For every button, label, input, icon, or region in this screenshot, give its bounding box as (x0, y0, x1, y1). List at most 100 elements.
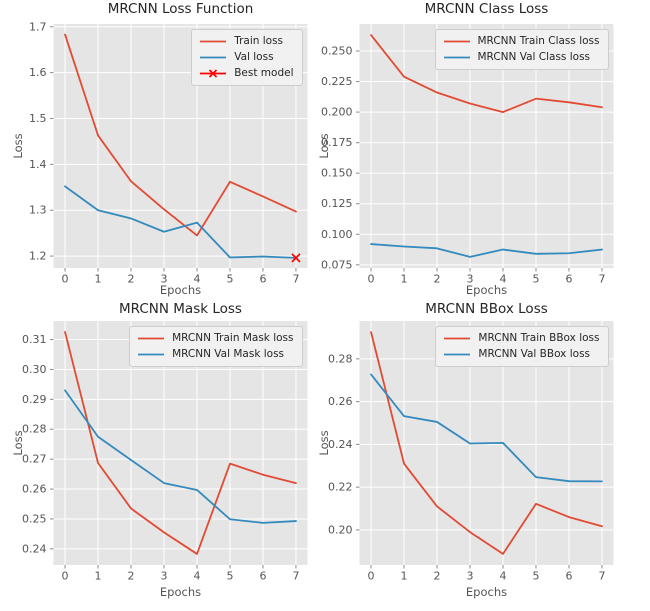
y-tick-label: 0.100 (321, 228, 353, 241)
y-tick-label: 0.31 (22, 333, 47, 346)
x-tick-label: 6 (259, 273, 266, 286)
legend: MRCNN Train BBox loss MRCNN Val BBox loss (435, 326, 609, 367)
y-tick-label: 0.24 (328, 438, 353, 451)
legend-label: MRCNN Train BBox loss (478, 332, 600, 344)
x-tick-label: 6 (259, 570, 266, 583)
chart-title-loss-function: MRCNN Loss Function (107, 1, 254, 17)
mrcnn-val-mask-loss-swatch-icon (138, 353, 165, 356)
y-tick-label: 0.26 (22, 483, 47, 496)
x-tick-label: 2 (434, 570, 441, 583)
legend-item-best-model: Best model (200, 67, 294, 80)
y-tick-label: 1.6 (29, 66, 47, 79)
y-tick-label: 1.4 (29, 158, 47, 171)
y-tick-label: 1.7 (29, 20, 47, 33)
x-tick-label: 5 (226, 273, 233, 286)
x-tick-label: 2 (128, 570, 135, 583)
x-axis-label-class-loss: Epochs (465, 283, 508, 297)
legend-item-train-loss: Train loss (200, 35, 293, 48)
legend: MRCNN Train Mask loss MRCNN Val Mask loss (129, 326, 303, 367)
legend-label: MRCNN Train Class loss (477, 35, 600, 47)
x-tick-label: 0 (62, 273, 69, 286)
x-tick-label: 1 (95, 273, 102, 286)
y-tick-label: 0.24 (22, 542, 47, 555)
legend-label: Val loss (234, 51, 274, 63)
y-tick-label: 0.22 (328, 481, 353, 494)
chart-title-bbox-loss: MRCNN BBox Loss (425, 301, 548, 317)
x-tick-label: 0 (62, 570, 69, 583)
mrcnn-train-mask-loss-swatch-icon (138, 337, 165, 340)
x-tick-label: 5 (532, 570, 539, 583)
y-tick-label: 0.25 (22, 512, 47, 525)
best-model-marker (291, 253, 301, 263)
x-tick-label: 0 (368, 570, 375, 583)
y-tick-label: 1.5 (29, 112, 47, 125)
x-tick-label: 3 (161, 273, 168, 286)
val-loss-line (64, 185, 297, 259)
x-axis-label-loss-function: Epochs (159, 283, 202, 297)
x-axis-label-bbox-loss: Epochs (465, 585, 508, 599)
chart-title-class-loss: MRCNN Class Loss (424, 1, 549, 17)
y-tick-label: 0.30 (22, 363, 47, 376)
subplot-mrcnn-bbox-loss: 0 1 2 3 4 5 6 7 0.20 0.22 0.24 0.26 0.28 MRCNN BBox … (317, 301, 650, 611)
mrcnn-train-bbox-loss-swatch-icon (444, 337, 471, 340)
x-tick-label: 0 (368, 273, 375, 286)
x-tick-label: 2 (128, 273, 135, 286)
y-tick-label: 0.200 (321, 106, 353, 119)
subplot-mrcnn-loss-function: 0 1 2 3 4 5 6 7 1.2 1.3 1.4 1.5 1.6 1.7 MRCNN Loss Fu… (0, 0, 325, 306)
legend-label: MRCNN Val BBox loss (478, 348, 591, 360)
y-tick-label: 0.250 (321, 45, 353, 58)
legend: MRCNN Train Class loss MRCNN Val Class lo… (434, 29, 609, 70)
chart-title-mask-loss: MRCNN Mask Loss (119, 301, 242, 317)
y-tick-label: 0.150 (321, 167, 353, 180)
legend-item-mrcnn-val-class-loss: MRCNN Val Class loss (443, 51, 600, 64)
legend-item-val-loss: Val loss (200, 51, 293, 64)
legend-item-mrcnn-val-bbox-loss: MRCNN Val BBox loss (444, 348, 599, 361)
x-tick-label: 5 (226, 570, 233, 583)
y-tick-label: 0.27 (22, 453, 47, 466)
mrcnn-train-bbox-loss-line (370, 331, 603, 555)
y-tick-label: 1.2 (29, 250, 47, 263)
y-tick-label: 0.26 (328, 395, 353, 408)
mrcnn-val-class-loss-swatch-icon (443, 56, 470, 59)
x-tick-label: 3 (467, 273, 474, 286)
x-tick-label: 1 (401, 273, 408, 286)
y-tick-label: 0.175 (321, 136, 353, 149)
legend-label: MRCNN Train Mask loss (172, 332, 294, 344)
legend-item-mrcnn-train-bbox-loss: MRCNN Train BBox loss (444, 332, 600, 345)
legend-item-mrcnn-train-mask-loss: MRCNN Train Mask loss (138, 332, 294, 345)
x-tick-label: 3 (161, 570, 168, 583)
y-tick-label: 0.125 (321, 197, 353, 210)
legend-label: Best model (234, 67, 294, 79)
x-tick-label: 7 (598, 273, 605, 286)
y-axis-label-bbox-loss: Loss (316, 430, 331, 456)
y-tick-label: 0.225 (321, 75, 353, 88)
x-tick-label: 7 (292, 273, 299, 286)
legend: Train loss Val loss Best model (191, 29, 303, 86)
y-tick-label: 0.29 (22, 393, 47, 406)
x-tick-label: 6 (565, 570, 572, 583)
x-tick-label: 3 (467, 570, 474, 583)
mrcnn-train-class-loss-swatch-icon (443, 40, 470, 43)
mrcnn-val-mask-loss-line (64, 389, 297, 524)
val-loss-swatch-icon (200, 56, 227, 59)
mrcnn-val-bbox-loss-line (370, 373, 603, 483)
y-tick-label: 0.20 (328, 523, 353, 536)
x-tick-label: 7 (292, 570, 299, 583)
train-loss-swatch-icon (200, 40, 227, 43)
x-tick-label: 4 (193, 570, 200, 583)
legend-item-mrcnn-val-mask-loss: MRCNN Val Mask loss (138, 348, 293, 361)
y-tick-label: 0.28 (22, 423, 47, 436)
mrcnn-val-bbox-loss-swatch-icon (444, 353, 471, 356)
subplot-mrcnn-mask-loss: 0 1 2 3 4 5 6 7 0.24 0.25 0.26 0.27 0.28 0.29 0.30 0.31… (0, 301, 325, 611)
x-tick-label: 6 (565, 273, 572, 286)
mrcnn-train-mask-loss-line (64, 331, 297, 555)
x-tick-label: 1 (95, 570, 102, 583)
x-axis-label-mask-loss: Epochs (159, 585, 202, 599)
y-tick-label: 0.075 (321, 258, 353, 271)
x-tick-label: 5 (532, 273, 539, 286)
mrcnn-val-class-loss-line (370, 243, 603, 258)
x-tick-label: 4 (499, 570, 506, 583)
x-tick-label: 1 (401, 570, 408, 583)
subplot-mrcnn-class-loss: 0 1 2 3 4 5 6 7 0.075 0.100 0.125 0.150 0.175 0.200 0.… (317, 0, 650, 306)
y-axis-label-loss-function: Loss (10, 133, 25, 159)
